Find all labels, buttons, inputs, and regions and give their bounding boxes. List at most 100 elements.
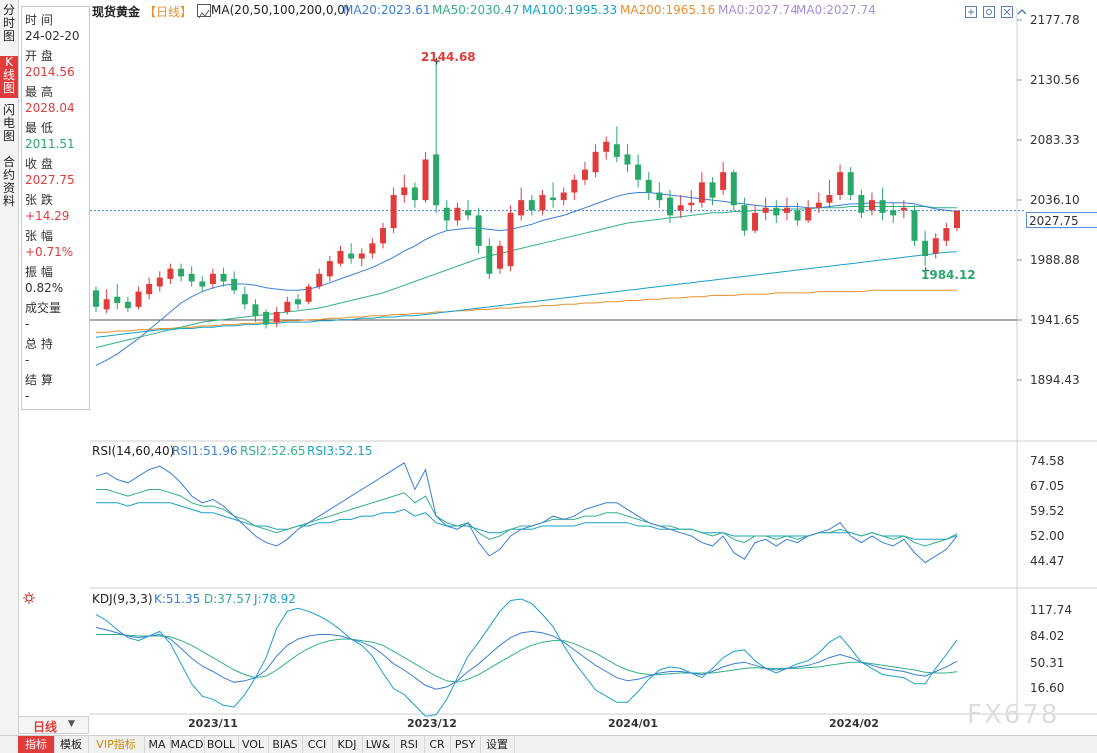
candle-body [433,154,440,206]
candle-body [124,301,131,309]
indicator-picker-icon[interactable] [197,4,211,19]
indicator-tab[interactable]: CR [424,736,451,753]
candle-body [496,245,503,269]
candle-body [284,301,291,312]
candle-body [326,261,333,277]
chart-canvas[interactable]: ++ [0,0,1097,735]
candle-body [209,273,216,284]
price-tick: 2177.78 [1030,13,1080,27]
collapse-icon[interactable] [1016,3,1028,15]
indicator-tab[interactable]: 设置 [480,736,515,753]
tab-kline[interactable]: K线图 [0,56,18,98]
ma20-line [95,192,958,366]
period-selector[interactable]: 日线 ▼ [18,716,89,734]
rsi3-line [96,502,958,540]
candle-body [294,299,301,305]
tab-contract[interactable]: 合约资料 [2,155,15,208]
candle-body [837,172,844,196]
rsi-tick: 67.05 [1030,479,1065,493]
candle-body [603,141,610,152]
info-value: - [25,353,30,367]
low-marker: + [921,264,930,277]
candle-body [390,195,397,229]
period-label[interactable]: 【日线】 [144,5,193,19]
indicator-tab[interactable]: VIP指标 [88,736,145,753]
indicator-tab[interactable]: MA [144,736,171,753]
kdj-tick: 16.60 [1030,681,1065,695]
indicator-tab[interactable]: BIAS [268,736,303,753]
x-axis-label: 2024/02 [829,717,879,730]
indicator-tab[interactable]: RSI [394,736,425,753]
candle-body [624,154,631,165]
candle-body [847,172,854,196]
tab-timeshare[interactable]: 分时图 [2,3,15,43]
indicator-tab[interactable]: 模板 [54,736,89,753]
candle-body [783,207,790,213]
ma100-line [95,251,958,338]
ma200-value: MA200:1965.16 [620,3,716,17]
chart-icon [198,9,210,19]
info-label: 张 跌 [25,193,53,207]
ma50-line [95,206,957,348]
info-value: 0.82% [25,281,64,295]
low-annotation: 1984.12 [921,268,976,282]
price-tick: 2083.33 [1030,133,1080,147]
indicator-tab[interactable]: KDJ [332,736,363,753]
candle-body [401,187,408,196]
ma-params: MA(20,50,100,200,0,0) [211,3,350,17]
info-panel: 时 间 24-02-20 开 盘 2014.56 最 高 2028.04 最 低 2011.5… [21,6,90,410]
indicator-toolbar: 指标 模板 VIP指标 MA MACD BOLL VOL BIAS CCI KDJ LW& RSI CR… [0,735,1097,753]
candle-body [868,200,875,211]
rsi1-line [95,462,958,564]
candle-body [443,207,450,221]
rsi-tick: 44.47 [1030,554,1065,568]
candle-body [475,215,482,246]
tab-flash[interactable]: 闪电图 [2,103,15,143]
info-label: 结 算 [25,373,53,387]
settings-icon[interactable] [983,3,995,18]
candle-body [709,182,716,198]
indicator-tab[interactable]: VOL [238,736,269,753]
candle-body [698,182,705,203]
candle-body [316,273,323,287]
candle-body [486,245,493,274]
candle-body [178,268,185,277]
close-icon[interactable] [1001,3,1013,18]
info-value: +0.71% [25,245,74,259]
ma0-value: MA0:2027.74 [718,3,798,17]
indicator-tab[interactable]: BOLL [204,736,239,753]
candle-body [231,278,238,291]
candle-body [932,238,939,254]
price-tick: 2130.56 [1030,73,1080,87]
candle-body [911,210,918,241]
indicator-tab[interactable]: LW& [362,736,395,753]
kdj-d-line [96,634,958,683]
x-axis-label: 2023/12 [407,717,457,730]
candle-body [858,195,865,213]
candle-body [635,164,642,180]
ma20-value: MA20:2023.61 [343,3,431,17]
candle-body [220,273,227,282]
info-value: +14.29 [25,209,70,223]
x-axis-label: 2023/11 [188,717,238,730]
kdj-tick: 50.31 [1030,656,1065,670]
indicator-tab[interactable]: PSY [450,736,481,753]
candle-body [188,273,195,282]
candle-body [826,195,833,203]
indicator-tab[interactable]: CCI [302,736,333,753]
candle-body [167,268,174,279]
candle-body [550,197,557,201]
indicator-tab[interactable]: 指标 [18,736,55,753]
kdj-j-value: J:78.92 [254,592,296,606]
info-value: 24-02-20 [25,29,80,43]
info-value: 2011.51 [25,137,75,151]
kdj-j-line [95,598,958,717]
expand-icon[interactable] [965,3,977,18]
kdj-settings-icon[interactable] [22,590,36,604]
current-price-tag: 2027.75 [1026,212,1097,228]
high-marker: + [432,54,441,67]
indicator-tab[interactable]: MACD [170,736,205,753]
candle-body [263,311,270,325]
price-tick: 2036.10 [1030,193,1080,207]
ma0-value-2: MA0:2027.74 [796,3,876,17]
